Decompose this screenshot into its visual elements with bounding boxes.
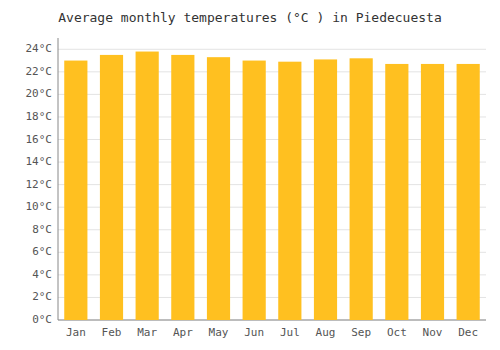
x-tick-label: Jun [244, 326, 264, 339]
bar [64, 61, 87, 320]
x-tick-label: Sep [351, 326, 371, 339]
y-tick-label: 4°C [32, 268, 52, 281]
y-tick-label: 2°C [32, 290, 52, 303]
bar [171, 55, 194, 320]
x-tick-label: May [209, 326, 229, 339]
bar [350, 58, 373, 320]
chart-container: 0°C 2°C 4°C 6°C 8°C 10°C 12°C 14°C 16°C 18°C 20°C 2… [0, 0, 500, 350]
x-tick-label: Feb [102, 326, 122, 339]
bar [457, 64, 480, 320]
bar [314, 59, 337, 320]
x-tick-label: Mar [137, 326, 157, 339]
y-tick-label: 20°C [26, 87, 53, 100]
chart-svg: 0°C 2°C 4°C 6°C 8°C 10°C 12°C 14°C 16°C 18°C 20°C 2… [0, 0, 500, 350]
chart-title: Average monthly temperatures (°C ) in Pi… [58, 10, 442, 25]
bar [243, 61, 266, 320]
x-tick-label: Nov [423, 326, 443, 339]
x-tick-label: Jan [66, 326, 86, 339]
y-tick-label: 14°C [26, 155, 53, 168]
y-tick-label: 10°C [26, 200, 53, 213]
y-grid [58, 49, 486, 320]
y-tick-label: 12°C [26, 178, 53, 191]
y-tick-label: 24°C [26, 42, 53, 55]
x-tick-label: Jul [280, 326, 300, 339]
bar [136, 52, 159, 320]
x-tick-label: Apr [173, 326, 193, 339]
bar [385, 64, 408, 320]
y-ticks: 0°C 2°C 4°C 6°C 8°C 10°C 12°C 14°C 16°C 18°C 20°C 2… [26, 42, 53, 326]
y-axis-line [58, 38, 59, 320]
y-tick-label: 8°C [32, 223, 52, 236]
bar [278, 62, 301, 320]
bar [207, 57, 230, 320]
x-tick-label: Dec [458, 326, 478, 339]
x-tick-label: Oct [387, 326, 407, 339]
x-ticks: Jan Feb Mar Apr May Jun Jul Aug Sep Oct Nov Dec [66, 326, 478, 339]
y-tick-label: 0°C [32, 313, 52, 326]
y-tick-label: 22°C [26, 65, 53, 78]
grid-line [58, 49, 486, 50]
x-tick-label: Aug [316, 326, 336, 339]
y-tick-label: 18°C [26, 110, 53, 123]
bar [421, 64, 444, 320]
bar [100, 55, 123, 320]
bars [64, 52, 480, 320]
y-tick-label: 6°C [32, 245, 52, 258]
y-tick-label: 16°C [26, 133, 53, 146]
